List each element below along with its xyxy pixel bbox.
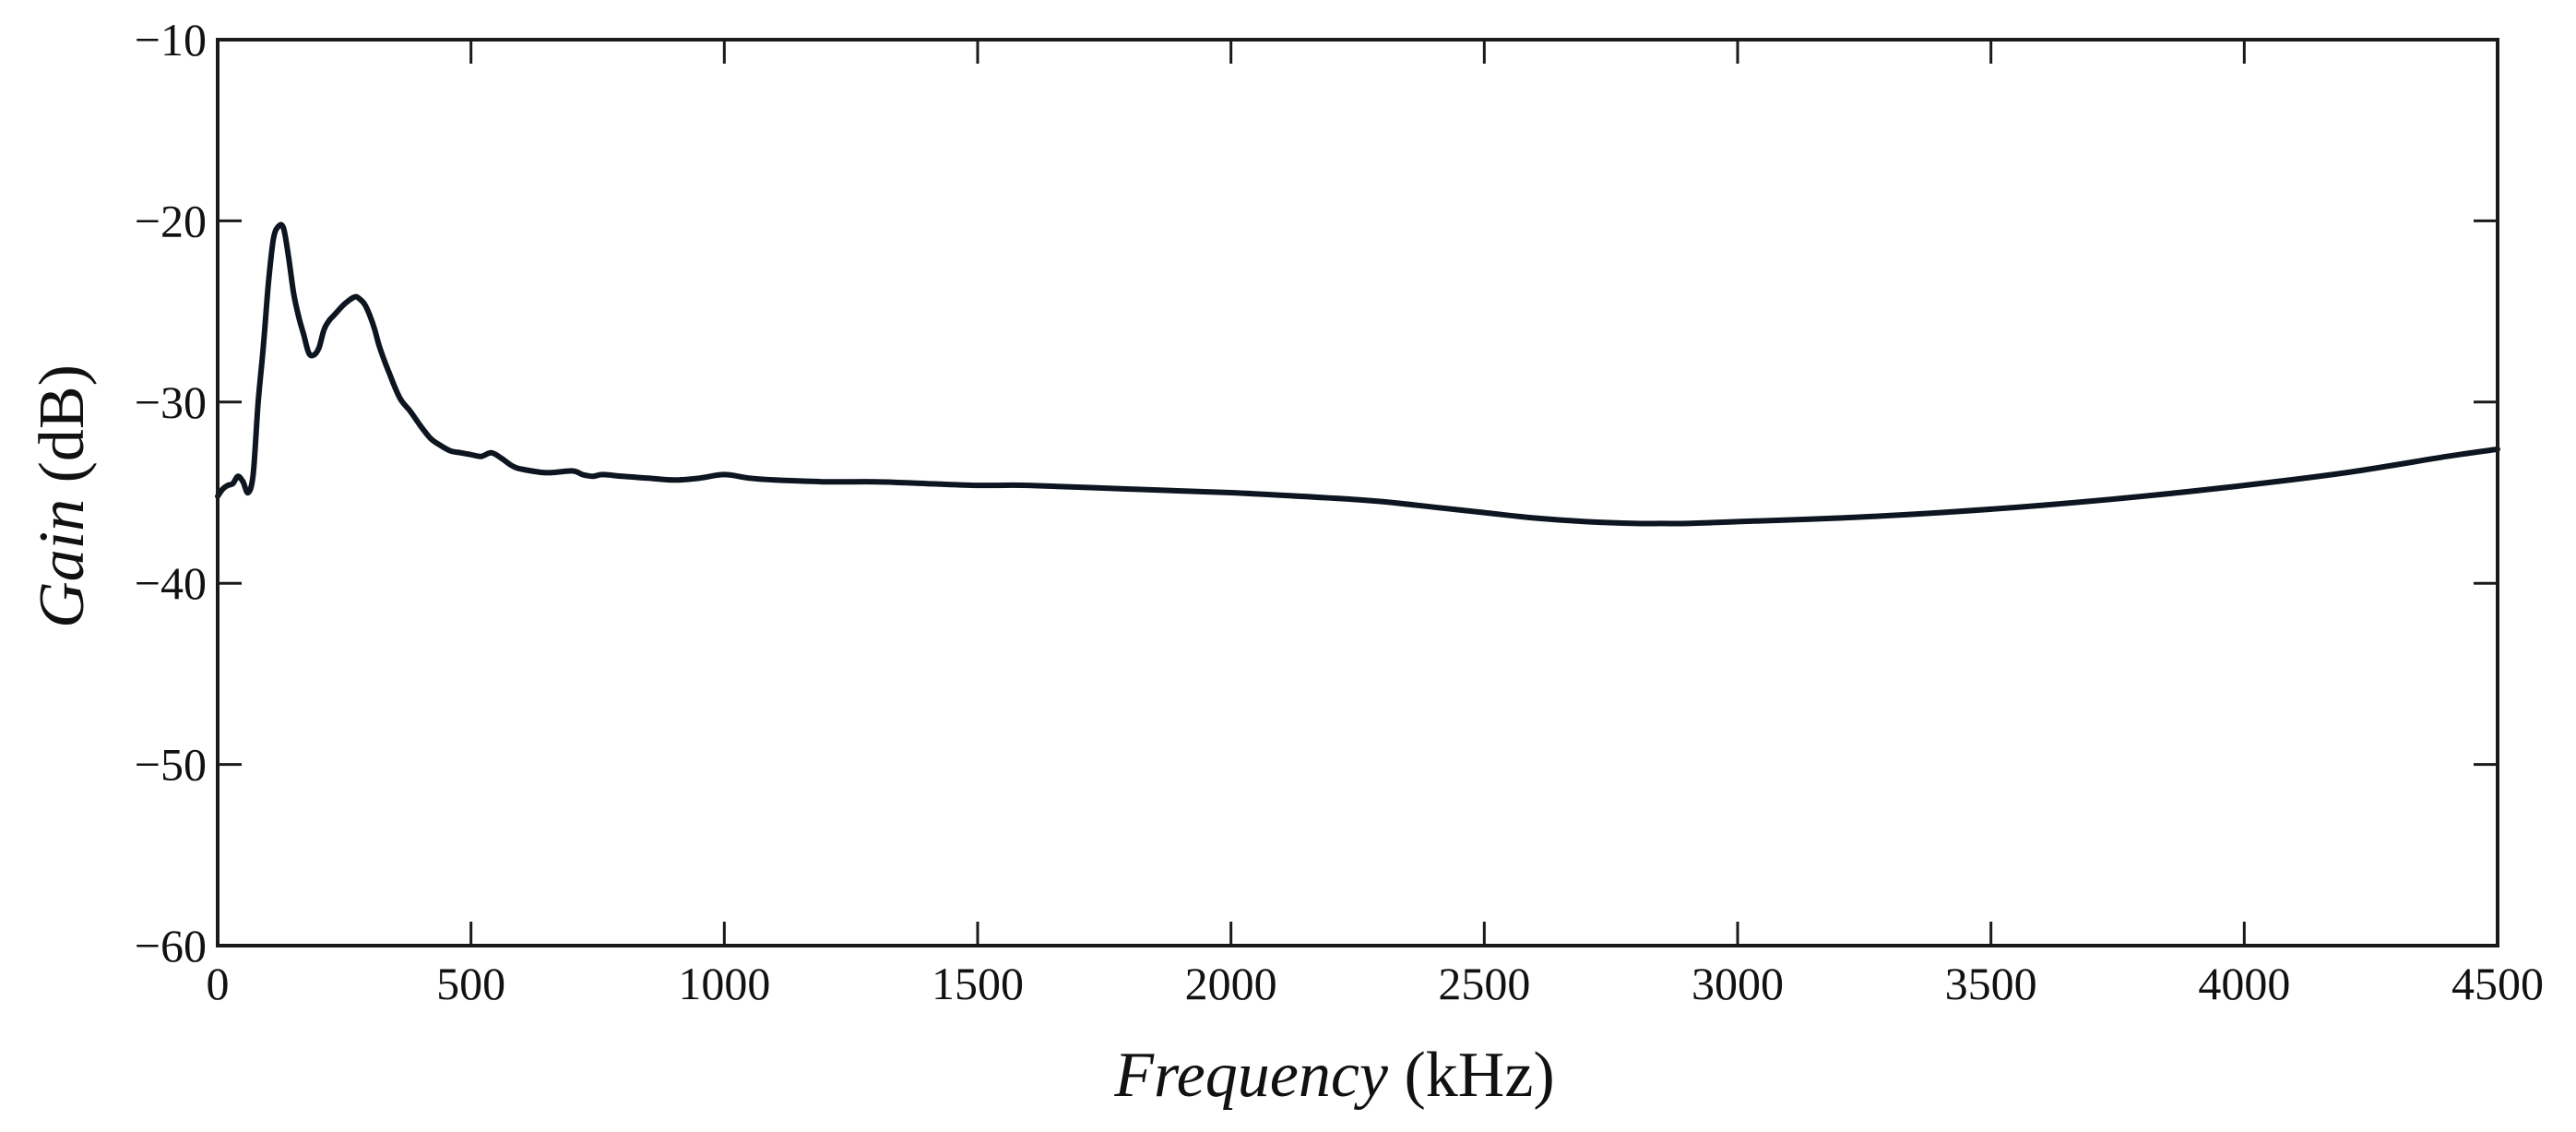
y-tick-label: −10 (135, 14, 207, 66)
x-tick-label: 500 (436, 958, 505, 1009)
x-tick-label: 1500 (932, 958, 1024, 1009)
x-tick-label: 2500 (1438, 958, 1530, 1009)
x-tick-label: 4500 (2451, 958, 2544, 1009)
x-tick-label: 3000 (1692, 958, 1784, 1009)
gain-series-line (215, 221, 2500, 527)
x-tick-label: 3500 (1945, 958, 2037, 1009)
tick-marks (216, 38, 2499, 947)
x-tick-label: 4000 (2198, 958, 2290, 1009)
y-tick-label: −60 (135, 920, 207, 971)
y-tick-label: −30 (135, 376, 207, 428)
plot-frame (216, 38, 2499, 947)
x-axis-title-unit: (kHz) (1404, 1040, 1554, 1111)
x-axis-title-name: Frequency (1113, 1040, 1389, 1111)
y-axis-title-unit: (dB) (27, 364, 98, 483)
x-tick-label: 1000 (678, 958, 770, 1009)
x-tick-label: 0 (207, 958, 230, 1009)
x-tick-label: 2000 (1185, 958, 1277, 1009)
y-tick-label: −20 (135, 195, 207, 246)
y-tick-label: −50 (135, 739, 207, 791)
y-axis-title: Gain (dB) (27, 364, 98, 628)
x-tick-labels: 0 500 1000 1500 2000 2500 3000 3500 4000 4500 (207, 958, 2545, 1009)
y-tick-label: −40 (135, 557, 207, 609)
y-tick-labels: −60 −50 −40 −30 −20 −10 (135, 14, 207, 971)
x-axis-title: Frequency (kHz) (1113, 1040, 1554, 1111)
y-axis-title-name: Gain (27, 499, 98, 628)
